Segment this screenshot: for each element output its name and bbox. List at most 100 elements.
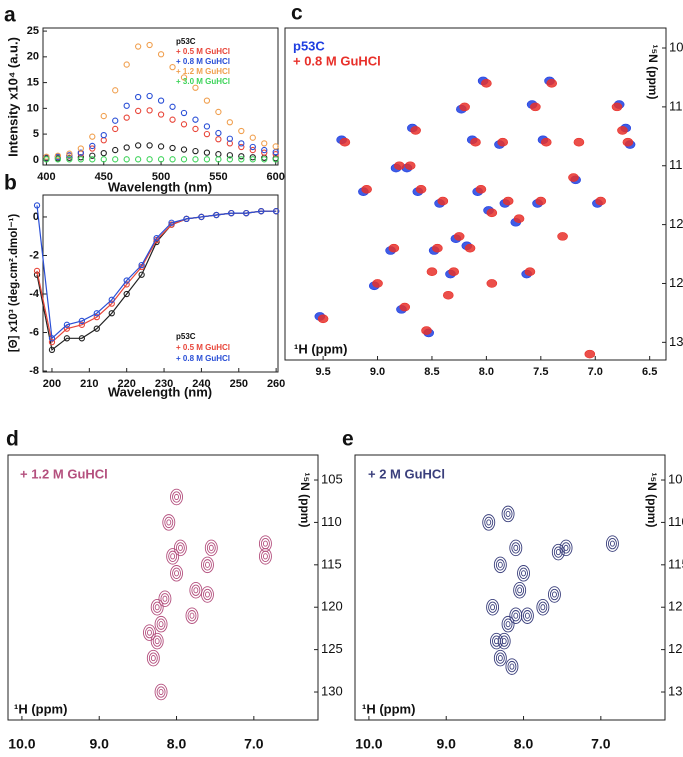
contour	[205, 561, 210, 568]
legend-entry: + 0.8 M GuHCl	[293, 53, 381, 68]
y-tick-label: 110	[669, 98, 683, 113]
data-point	[54, 152, 62, 159]
data-point	[243, 209, 250, 217]
data-point	[168, 219, 175, 226]
data-point	[192, 156, 199, 163]
peak	[173, 539, 187, 557]
peak	[497, 632, 511, 650]
y-tick-label: 110	[668, 514, 683, 529]
data-point	[63, 321, 71, 328]
contour	[170, 488, 183, 506]
contour	[551, 543, 565, 561]
x-tick-label: 600	[267, 171, 285, 183]
data-point	[249, 134, 256, 141]
contour	[204, 539, 218, 557]
data-point	[123, 290, 130, 298]
plot-frame	[354, 454, 666, 721]
peak	[154, 615, 168, 633]
peak	[361, 184, 372, 194]
contour	[150, 655, 156, 662]
contour	[158, 688, 164, 696]
data-point	[123, 144, 130, 151]
contour	[189, 612, 195, 619]
contour	[513, 582, 527, 599]
data-point	[192, 116, 199, 123]
data-point	[238, 140, 245, 147]
contour	[154, 615, 168, 633]
contour	[162, 595, 168, 602]
contour	[521, 570, 526, 577]
data-point	[238, 156, 245, 163]
panel-letter: a	[4, 4, 16, 27]
peak	[509, 607, 523, 624]
data-point	[192, 84, 199, 91]
data-point	[54, 156, 62, 163]
data-point	[63, 325, 71, 332]
legend-entry: p53C	[293, 38, 325, 53]
contour	[201, 556, 214, 574]
legend-entry: + 2 M GuHCl	[368, 466, 445, 481]
contour	[513, 612, 519, 619]
data-point	[157, 51, 165, 58]
data-point	[100, 131, 107, 139]
peak	[486, 279, 498, 288]
data-point	[112, 156, 119, 163]
peak	[150, 598, 164, 616]
data-point	[108, 300, 115, 307]
data-point	[134, 142, 142, 149]
contour	[517, 587, 523, 594]
legend-entry: + 1.2 M GuHCl	[176, 67, 230, 76]
contour	[143, 624, 156, 641]
data-point	[134, 107, 142, 115]
contour	[174, 493, 179, 501]
x-tick-label: 500	[152, 171, 170, 183]
data-point	[63, 335, 71, 342]
panel-letter: e	[342, 428, 354, 451]
peak	[410, 126, 421, 135]
peak	[442, 290, 454, 300]
contour	[170, 553, 176, 560]
peak	[486, 208, 498, 218]
data-point	[89, 133, 96, 140]
data-point	[180, 74, 188, 81]
peak	[415, 184, 427, 194]
y-tick-label: 125	[321, 641, 343, 656]
x-axis-title: Wavelength (nm)	[108, 384, 212, 399]
plot-frame	[42, 194, 279, 373]
contour	[177, 544, 183, 551]
peak	[497, 137, 509, 147]
peak	[470, 137, 481, 147]
peak	[201, 586, 214, 603]
y-tick-label: 20	[27, 51, 39, 63]
contour	[154, 638, 160, 645]
y-tick-label: 105	[669, 39, 683, 54]
contour	[168, 550, 178, 562]
data-point	[215, 136, 222, 143]
x-tick-label: 250	[230, 378, 248, 390]
peak	[568, 173, 579, 182]
legend-entry: + 3.0 M GuHCl	[176, 77, 230, 86]
contour	[561, 542, 571, 554]
y-axis-title: ¹⁵N (ppm)	[645, 473, 659, 528]
contour	[515, 584, 525, 596]
data-point	[123, 277, 130, 284]
data-point	[226, 140, 234, 147]
contour	[174, 570, 179, 577]
contour	[555, 549, 561, 556]
peak	[509, 539, 523, 557]
peak	[404, 161, 416, 171]
peak	[551, 543, 565, 561]
contour	[150, 632, 164, 650]
peak	[388, 243, 400, 253]
x-tick-label: 260	[267, 378, 285, 390]
contour	[495, 652, 505, 664]
data-point	[100, 137, 107, 144]
data-point	[77, 149, 84, 156]
x-tick-label: 9.0	[370, 366, 385, 378]
legend-entry: + 0.5 M GuHCl	[176, 343, 230, 352]
data-point	[215, 129, 222, 137]
peak	[490, 632, 503, 650]
data-point	[78, 321, 86, 328]
y-tick-label: 5	[33, 128, 39, 140]
panel: c 9.5 9.0 8.5 8.0 7.5 7.0 6.5 105 110 115 120 125 130…	[284, 2, 683, 378]
